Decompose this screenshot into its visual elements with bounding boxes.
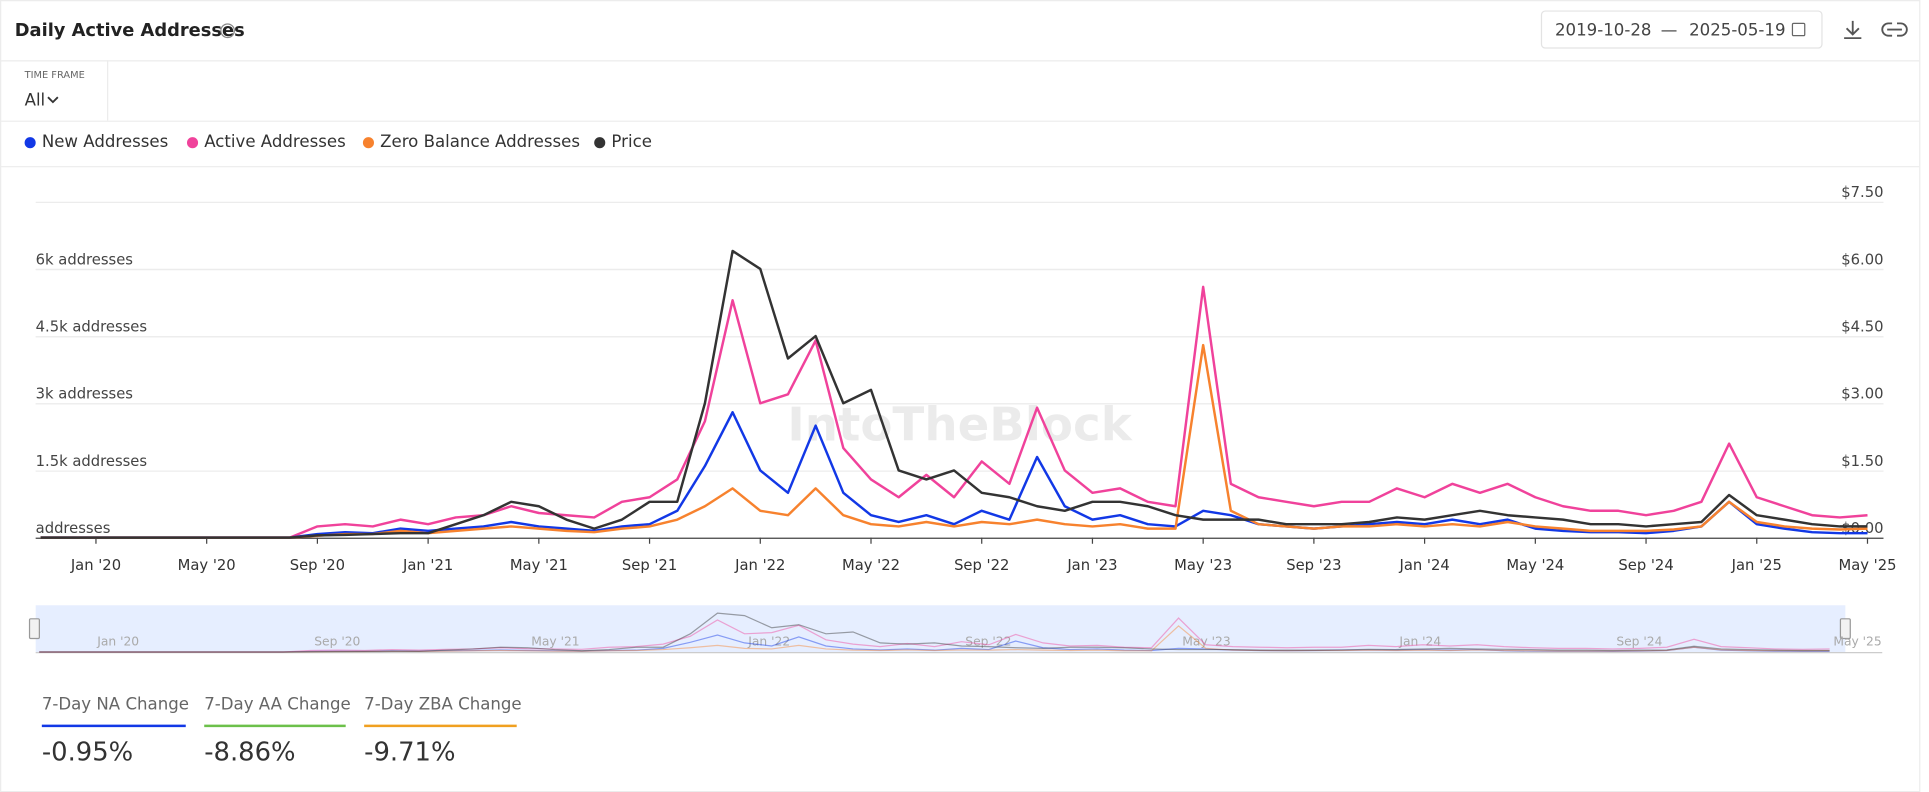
x-tick-label: May '21 [510,557,568,574]
x-tick-label: May '20 [178,557,236,574]
y-tick-label: 1.5k addresses [36,453,147,470]
x-tick-label: Jan '21 [402,557,453,574]
stat-label: 7-Day AA Change [204,694,351,713]
start-date[interactable]: 2019-10-28 [1555,20,1651,39]
navigator-line [39,625,1830,653]
legend-marker [24,137,36,149]
timeframe-value[interactable]: All [25,90,46,109]
legend-marker [186,137,199,149]
stat-value: -0.95% [42,737,133,767]
y-tick-label: 3k addresses [36,386,133,403]
navigator-handle[interactable] [28,618,40,640]
x-tick-label: May '25 [1838,557,1896,574]
x-tick-label: Jan '23 [1066,557,1117,574]
series-line [40,249,1868,539]
end-date[interactable]: 2025-05-19 [1689,20,1785,39]
x-tick-label: Jan '20 [70,557,121,574]
navigator-label: Jan '22 [747,635,790,649]
series-line [40,285,1868,539]
watermark: IntoTheBlock [787,399,1132,453]
y2-tick-label: $6.00 [1841,251,1883,268]
date-range[interactable] [1540,10,1823,49]
navigator-label: Sep '24 [1616,635,1662,649]
title: Daily Active Addresses [15,20,245,41]
navigator-label: May '23 [1182,635,1230,649]
stat-label: 7-Day ZBA Change [364,694,522,713]
x-tick-label: Sep '20 [290,557,345,574]
navigator-line [39,617,1830,653]
navigator-line [39,634,1830,653]
y2-tick-label: $4.50 [1841,318,1883,335]
x-tick-label: Sep '21 [622,557,677,574]
x-tick-label: May '24 [1506,557,1564,574]
y-tick-label: addresses [36,520,111,537]
navigator-label: Jan '24 [1398,635,1441,649]
link-icon[interactable] [1881,22,1908,37]
x-tick-label: Jan '24 [1398,557,1449,574]
x-tick-label: Jan '25 [1731,557,1782,574]
legend-label: New Addresses [42,132,168,151]
navigator-label: Jan '20 [96,635,139,649]
download-icon[interactable] [1844,20,1862,40]
x-tick-label: Jan '22 [734,557,785,574]
x-tick-label: May '22 [842,557,900,574]
navigator-window[interactable] [35,605,1846,653]
y2-tick-label: $3.00 [1841,386,1883,403]
dropdown-icon[interactable] [47,96,59,104]
x-tick-label: May '23 [1174,557,1232,574]
navigator-label: May '25 [1833,635,1881,649]
timeframe-label: TIME FRAME [24,70,85,81]
stat-value: -9.71% [364,737,455,767]
y2-tick-label: $1.50 [1841,453,1883,470]
x-tick-label: Sep '22 [954,557,1009,574]
y-tick-label: 4.5k addresses [36,318,147,335]
legend-marker [362,137,374,149]
series-line [40,411,1868,539]
navigator-label: May '21 [531,635,579,649]
x-tick-label: Sep '24 [1618,557,1673,574]
navigator-label: Sep '20 [314,635,360,649]
help-icon[interactable] [220,23,235,39]
x-tick-label: Sep '23 [1286,557,1341,574]
y2-tick-label: $7.50 [1841,184,1883,201]
navigator-handle[interactable] [1839,618,1851,640]
stat-label: 7-Day NA Change [42,694,189,713]
stat-value: -8.86% [204,737,295,767]
legend-marker [594,137,606,149]
date-separator: — [1661,20,1678,39]
legend-label: Price [611,132,651,151]
navigator-line [39,612,1830,653]
navigator-label: Sep '22 [965,635,1011,649]
legend-label: Active Addresses [204,132,346,151]
calendar-icon[interactable] [1791,22,1806,37]
legend-label: Zero Balance Addresses [380,132,580,151]
y-tick-label: 6k addresses [36,251,133,268]
